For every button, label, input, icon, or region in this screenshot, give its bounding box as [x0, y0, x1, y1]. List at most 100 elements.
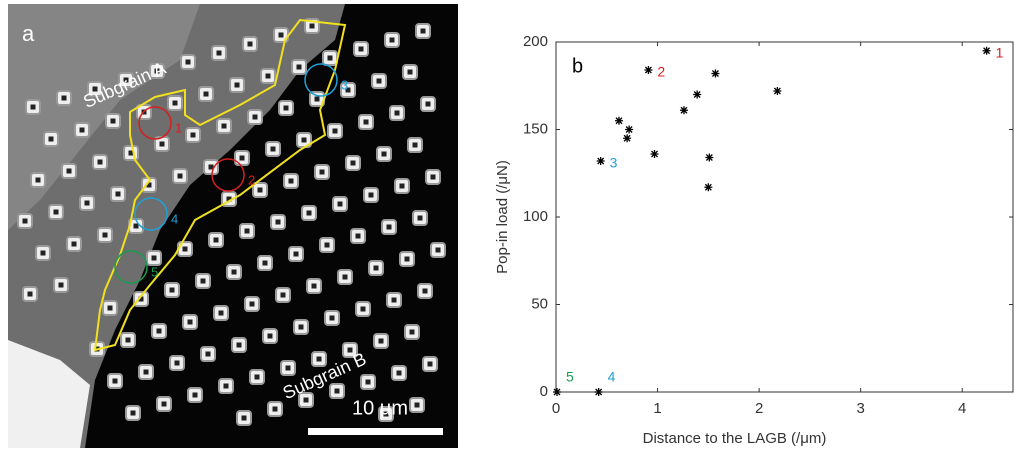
indent-core — [244, 228, 250, 234]
indent-core — [270, 146, 276, 152]
point-label: 5 — [566, 369, 574, 385]
x-tick-label: 1 — [653, 400, 661, 417]
indent-core — [221, 123, 227, 129]
point — [773, 87, 782, 95]
y-tick-label: 200 — [523, 33, 548, 50]
point — [705, 153, 714, 162]
indent-core — [254, 374, 260, 380]
indent-core — [301, 137, 307, 143]
point — [596, 157, 605, 165]
indent-core — [257, 187, 263, 193]
indent-core — [130, 410, 136, 416]
marker-label: 4 — [171, 211, 178, 226]
indent-core — [430, 174, 436, 180]
indent-core — [360, 306, 366, 312]
indent-core — [332, 128, 338, 134]
indent-core — [27, 291, 33, 297]
point-label: 3 — [610, 155, 618, 171]
indent-core — [334, 388, 340, 394]
indent-core — [272, 406, 278, 412]
marker-circle — [211, 158, 245, 192]
indent-core — [252, 114, 258, 120]
indent-core — [35, 177, 41, 183]
indent-core — [231, 269, 237, 275]
point-label: 2 — [657, 64, 665, 80]
indent-core — [185, 59, 191, 65]
indent-core — [53, 209, 59, 215]
indent-core — [324, 242, 330, 248]
marker-label: 5 — [151, 264, 158, 279]
indent-core — [247, 41, 253, 47]
indent-core — [342, 274, 348, 280]
x-tick-label: 0 — [552, 400, 560, 417]
point — [704, 183, 713, 192]
point — [693, 90, 702, 99]
indent-core — [200, 278, 206, 284]
indent-core — [345, 87, 351, 93]
indent-core — [358, 46, 364, 52]
indent-core — [107, 305, 113, 311]
indent-core — [376, 78, 382, 84]
indent-core — [133, 223, 139, 229]
x-tick-label: 2 — [755, 400, 763, 417]
indent-core — [327, 55, 333, 61]
indent-core — [249, 301, 255, 307]
indent-core — [404, 256, 410, 262]
indent-core — [234, 82, 240, 88]
point — [644, 66, 653, 74]
indent-core — [203, 91, 209, 97]
indent-core — [223, 383, 229, 389]
indent-core — [143, 369, 149, 375]
y-tick-label: 0 — [540, 383, 548, 400]
indent-core — [58, 282, 64, 288]
point — [982, 46, 991, 55]
indent-core — [275, 219, 281, 225]
x-tick-label: 4 — [958, 400, 966, 417]
indent-core — [92, 86, 98, 92]
marker-label: 3 — [341, 77, 348, 92]
indent-core — [296, 64, 302, 70]
point — [711, 69, 720, 78]
indent-core — [146, 182, 152, 188]
indent-core — [22, 218, 28, 224]
point — [594, 388, 603, 396]
indent-core — [79, 127, 85, 133]
indent-core — [154, 68, 160, 74]
indent-core — [280, 292, 286, 298]
indent-core — [407, 69, 413, 75]
indent-core — [311, 283, 317, 289]
indent-core — [389, 37, 395, 43]
y-axis-label: Pop-in load (/μN) — [494, 160, 511, 274]
marker-circle — [138, 106, 172, 140]
plot-frame — [555, 41, 1014, 393]
indent-core — [386, 224, 392, 230]
panel-label: a — [22, 21, 35, 46]
indent-core — [399, 183, 405, 189]
indent-core — [422, 288, 428, 294]
y-tick-label: 150 — [523, 120, 548, 137]
indent-core — [48, 136, 54, 142]
indent-core — [316, 356, 322, 362]
indent-core — [218, 310, 224, 316]
indent-core — [112, 378, 118, 384]
indent-core — [337, 201, 343, 207]
indent-core — [329, 315, 335, 321]
marker-label: 2 — [248, 172, 255, 187]
panel-label: b — [572, 55, 583, 77]
indent-core — [414, 402, 420, 408]
indent-core — [187, 319, 193, 325]
indent-core — [128, 150, 134, 156]
indent-core — [208, 164, 214, 170]
indent-core — [174, 360, 180, 366]
indent-core — [236, 342, 242, 348]
marker-circle — [134, 197, 168, 231]
indent-core — [239, 155, 245, 161]
indent-core — [190, 132, 196, 138]
indent-core — [391, 297, 397, 303]
indent-core — [216, 50, 222, 56]
indent-core — [125, 337, 131, 343]
indent-core — [373, 265, 379, 271]
indent-core — [283, 105, 289, 111]
indent-core — [213, 237, 219, 243]
